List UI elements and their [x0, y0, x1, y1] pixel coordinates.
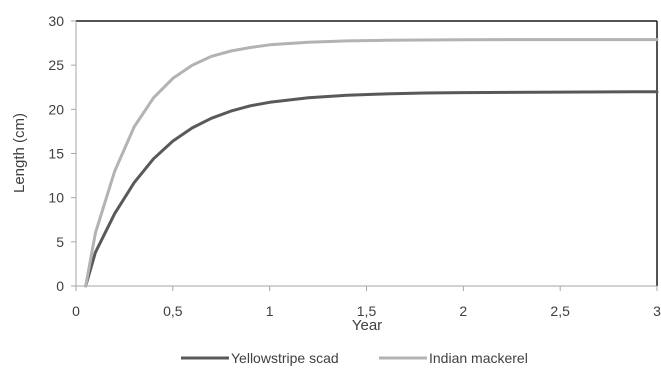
y-tick-label: 25 — [48, 57, 64, 73]
series-layer — [84, 38, 659, 288]
y-tick-label: 5 — [56, 234, 64, 250]
y-tick-label: 0 — [56, 278, 64, 294]
x-tick-label: 3 — [653, 303, 661, 319]
y-axis-title: Length (cm) — [11, 113, 28, 193]
x-tick-label: 0,5 — [163, 303, 183, 319]
x-tick-label: 2,5 — [550, 303, 570, 319]
x-tick-label: 1,5 — [357, 303, 377, 319]
x-tick-label: 0 — [72, 303, 80, 319]
x-axis-title: Year — [352, 317, 382, 334]
x-axis-ticks: 0 0,5 1 1,5 2 2,5 3 — [72, 286, 661, 319]
legend: Yellowstripe scad Indian mackerel — [181, 350, 528, 366]
y-tick-label: 15 — [48, 146, 64, 162]
y-tick-label: 10 — [48, 190, 64, 206]
legend-label-indian-mackerel: Indian mackerel — [429, 350, 528, 366]
x-tick-label: 1 — [266, 303, 274, 319]
x-tick-label: 2 — [459, 303, 467, 319]
y-tick-label: 30 — [48, 13, 64, 29]
series-line-yellowstripe-scad — [84, 90, 659, 288]
legend-label-yellowstripe-scad: Yellowstripe scad — [231, 350, 339, 366]
plot-frame — [75, 20, 658, 287]
series-line-indian-mackerel — [84, 38, 659, 288]
y-tick-label: 20 — [48, 101, 64, 117]
y-axis-ticks: 0 5 10 15 20 25 30 — [48, 13, 76, 294]
